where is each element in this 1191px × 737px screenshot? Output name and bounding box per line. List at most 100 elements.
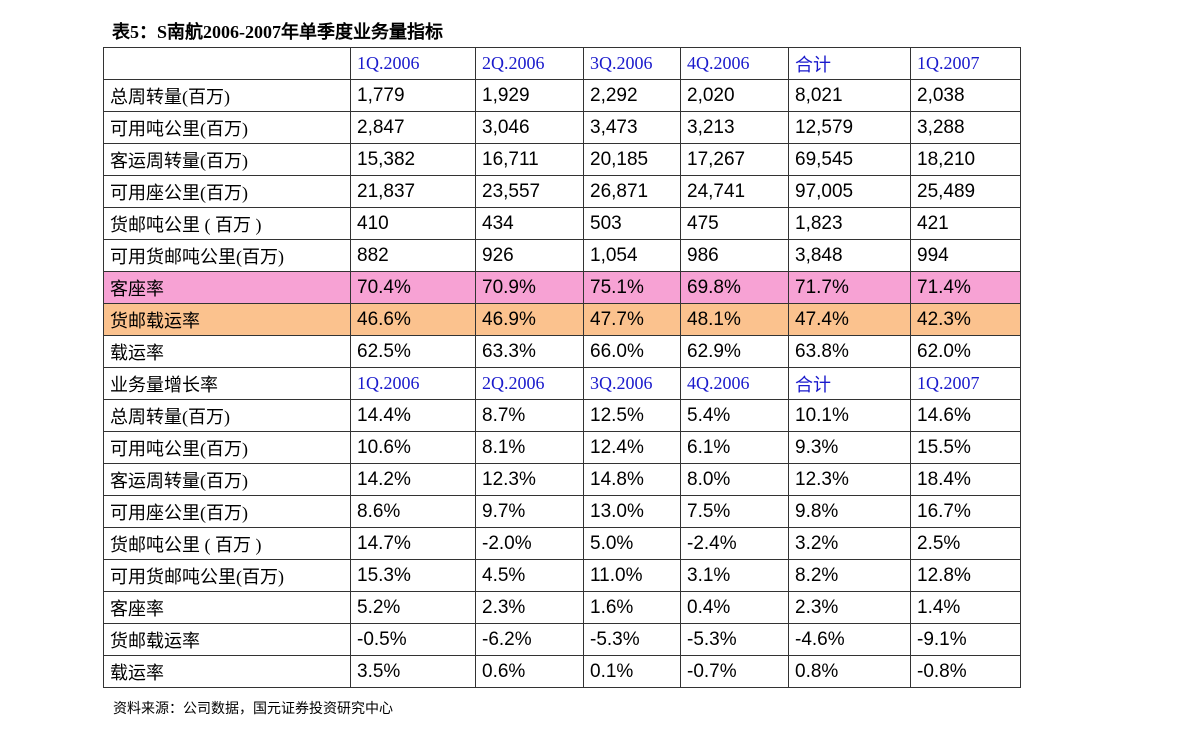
cell: 63.3% — [475, 335, 584, 368]
cell: 15,382 — [350, 143, 476, 176]
cell: 1.4% — [910, 591, 1021, 624]
table-row: 可用吨公里(百万) 10.6% 8.1% 12.4% 6.1% 9.3% 15.5% — [103, 431, 1021, 464]
cell: 8.7% — [475, 399, 584, 432]
row-label: 总周转量(百万) — [103, 79, 351, 112]
cell: 986 — [680, 239, 789, 272]
cell: 3.5% — [350, 655, 476, 688]
cell: 0.4% — [680, 591, 789, 624]
cell: -9.1% — [910, 623, 1021, 656]
cell: 4.5% — [475, 559, 584, 592]
header-row: 业务量增长率 1Q.2006 2Q.2006 3Q.2006 4Q.2006 合计 1Q.2… — [103, 367, 1021, 400]
cell: 12.4% — [583, 431, 681, 464]
cell: 18,210 — [910, 143, 1021, 176]
cell: 994 — [910, 239, 1021, 272]
cell: 23,557 — [475, 175, 584, 208]
cell: 2,847 — [350, 111, 476, 144]
table-row: 载运率 3.5% 0.6% 0.1% -0.7% 0.8% -0.8% — [103, 655, 1021, 688]
cell: 9.3% — [788, 431, 911, 464]
cell: 1,054 — [583, 239, 681, 272]
table-row: 可用座公里(百万) 8.6% 9.7% 13.0% 7.5% 9.8% 16.7% — [103, 495, 1021, 528]
cell: 66.0% — [583, 335, 681, 368]
header-cell: 1Q.2006 — [350, 47, 476, 80]
cell: 63.8% — [788, 335, 911, 368]
cell: 17,267 — [680, 143, 789, 176]
table-row: 总周转量(百万) 14.4% 8.7% 12.5% 5.4% 10.1% 14.6% — [103, 399, 1021, 432]
row-label: 客座率 — [103, 591, 351, 624]
cell: 62.0% — [910, 335, 1021, 368]
cell: 421 — [910, 207, 1021, 240]
table-row: 客座率 5.2% 2.3% 1.6% 0.4% 2.3% 1.4% — [103, 591, 1021, 624]
cell: 75.1% — [583, 271, 681, 304]
row-label: 货邮载运率 — [103, 623, 351, 656]
cell: 8.2% — [788, 559, 911, 592]
cell: 11.0% — [583, 559, 681, 592]
cell: -6.2% — [475, 623, 584, 656]
cell: 70.4% — [350, 271, 476, 304]
table-row: 客座率 70.4% 70.9% 75.1% 69.8% 71.7% 71.4% — [103, 271, 1021, 304]
table-row: 可用货邮吨公里(百万) 882 926 1,054 986 3,848 994 — [103, 239, 1021, 272]
cell: 5.2% — [350, 591, 476, 624]
cell: 8.6% — [350, 495, 476, 528]
cell: 47.4% — [788, 303, 911, 336]
cell: 2.3% — [788, 591, 911, 624]
cell: 20,185 — [583, 143, 681, 176]
cell: 12.5% — [583, 399, 681, 432]
cell: 1,779 — [350, 79, 476, 112]
cell: -0.7% — [680, 655, 789, 688]
cell: 97,005 — [788, 175, 911, 208]
cell: 70.9% — [475, 271, 584, 304]
table-row: 可用货邮吨公里(百万) 15.3% 4.5% 11.0% 3.1% 8.2% 12.8% — [103, 559, 1021, 592]
data-table: 1Q.2006 2Q.2006 3Q.2006 4Q.2006 合计 1Q.2007 总周转… — [103, 47, 1021, 688]
header-cell: 2Q.2006 — [475, 367, 584, 400]
cell: 1.6% — [583, 591, 681, 624]
cell: 1,929 — [475, 79, 584, 112]
cell: 48.1% — [680, 303, 789, 336]
cell: 15.5% — [910, 431, 1021, 464]
cell: 3.2% — [788, 527, 911, 560]
table-title: 表5：S南航2006-2007年单季度业务量指标 — [112, 22, 444, 42]
cell: 410 — [350, 207, 476, 240]
row-label: 载运率 — [103, 335, 351, 368]
cell: 13.0% — [583, 495, 681, 528]
cell: 46.9% — [475, 303, 584, 336]
cell: 12,579 — [788, 111, 911, 144]
row-label: 可用货邮吨公里(百万) — [103, 559, 351, 592]
table-row: 可用吨公里(百万) 2,847 3,046 3,473 3,213 12,579 3,288 — [103, 111, 1021, 144]
cell: 62.9% — [680, 335, 789, 368]
row-label: 可用座公里(百万) — [103, 175, 351, 208]
table-row: 货邮载运率 46.6% 46.9% 47.7% 48.1% 47.4% 42.3% — [103, 303, 1021, 336]
table-row: 可用座公里(百万) 21,837 23,557 26,871 24,741 97,005 2… — [103, 175, 1021, 208]
cell: -5.3% — [583, 623, 681, 656]
cell: 3,848 — [788, 239, 911, 272]
row-label: 客运周转量(百万) — [103, 463, 351, 496]
cell: 2,292 — [583, 79, 681, 112]
cell: 12.8% — [910, 559, 1021, 592]
row-label: 货邮载运率 — [103, 303, 351, 336]
header-cell: 3Q.2006 — [583, 367, 681, 400]
cell: 69.8% — [680, 271, 789, 304]
header-cell: 3Q.2006 — [583, 47, 681, 80]
table-row: 载运率 62.5% 63.3% 66.0% 62.9% 63.8% 62.0% — [103, 335, 1021, 368]
cell: 14.7% — [350, 527, 476, 560]
cell: -4.6% — [788, 623, 911, 656]
cell: 8,021 — [788, 79, 911, 112]
cell: 71.4% — [910, 271, 1021, 304]
cell: 2,020 — [680, 79, 789, 112]
cell: 3,213 — [680, 111, 789, 144]
row-label: 载运率 — [103, 655, 351, 688]
cell: 503 — [583, 207, 681, 240]
cell: 25,489 — [910, 175, 1021, 208]
cell: -2.4% — [680, 527, 789, 560]
cell: 7.5% — [680, 495, 789, 528]
row-label: 货邮吨公里 ( 百万 ) — [103, 527, 351, 560]
cell: 18.4% — [910, 463, 1021, 496]
cell: 2.3% — [475, 591, 584, 624]
cell: -0.5% — [350, 623, 476, 656]
cell: -2.0% — [475, 527, 584, 560]
cell: 26,871 — [583, 175, 681, 208]
cell: 8.1% — [475, 431, 584, 464]
cell: 0.6% — [475, 655, 584, 688]
cell: 14.2% — [350, 463, 476, 496]
header-corner — [103, 47, 351, 80]
table-row: 货邮吨公里 ( 百万 ) 410 434 503 475 1,823 421 — [103, 207, 1021, 240]
